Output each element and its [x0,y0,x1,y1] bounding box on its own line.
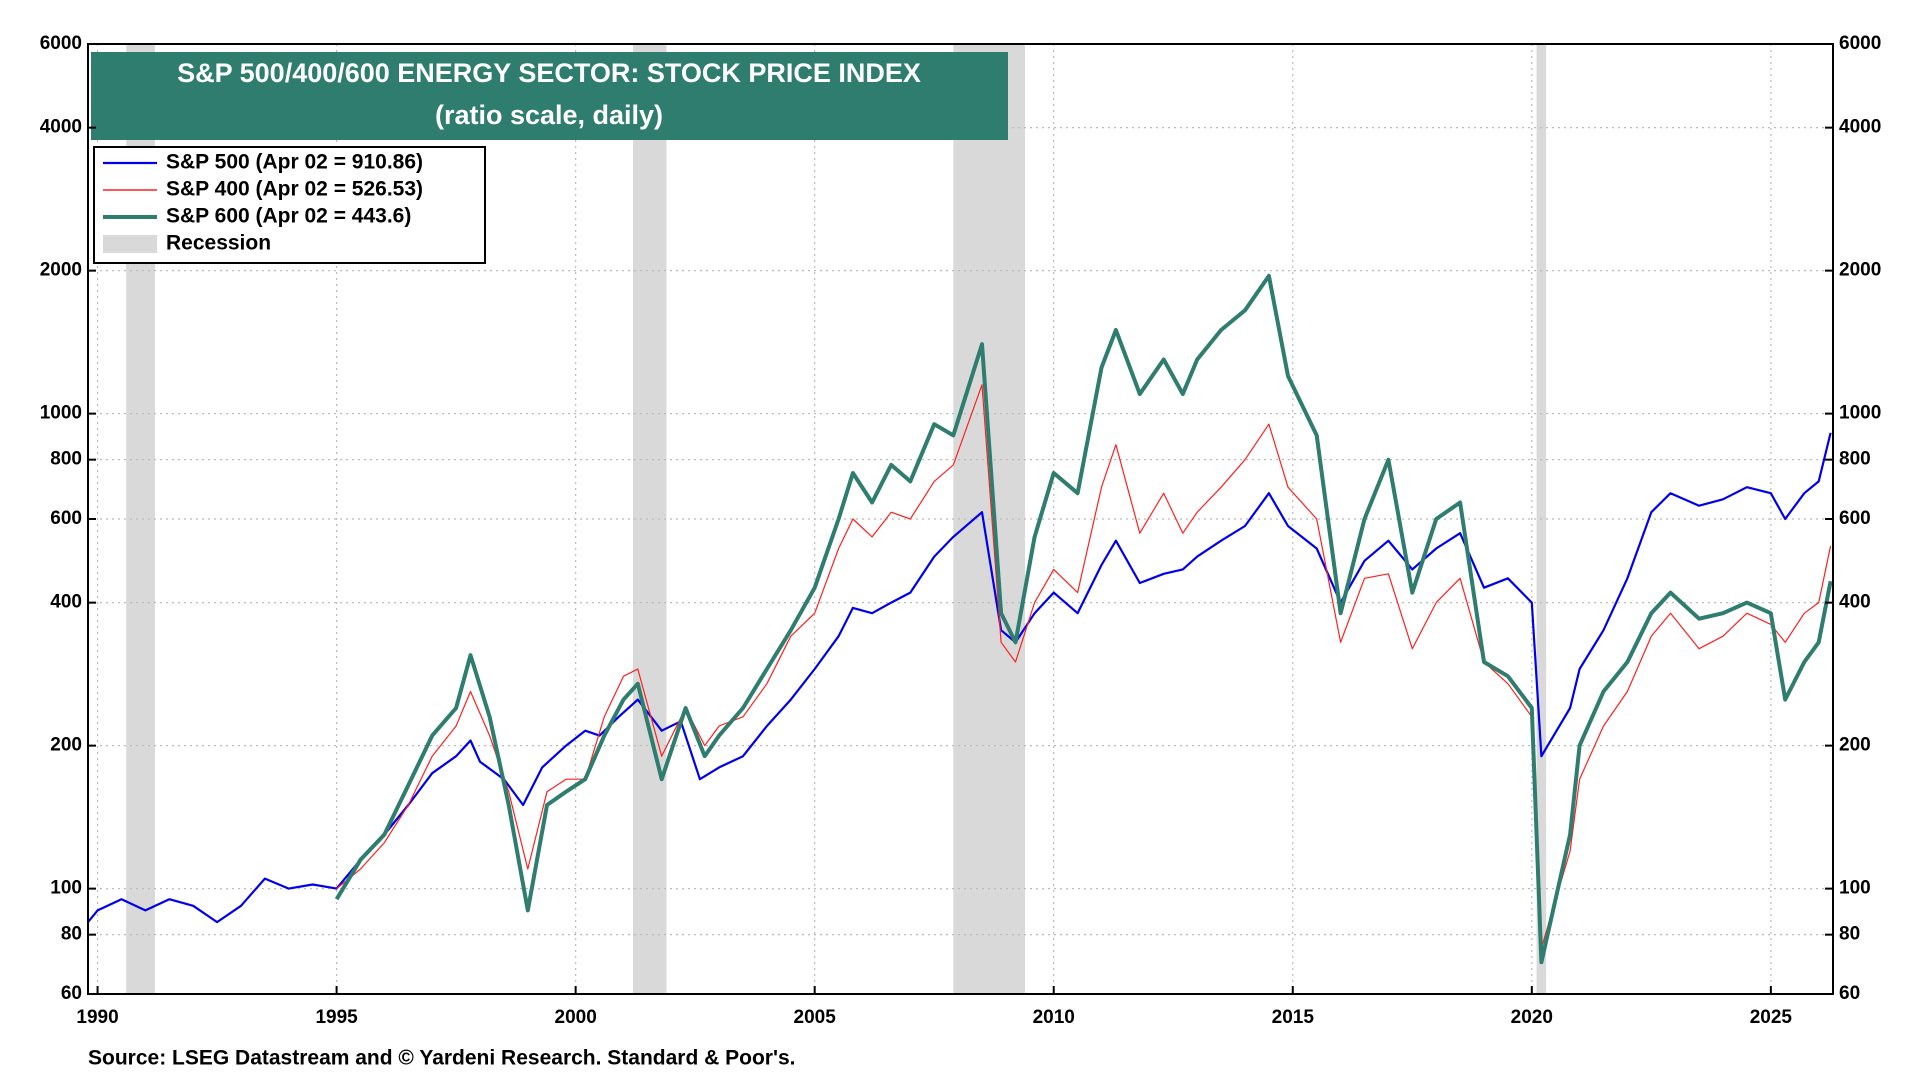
y2-tick-label: 800 [1839,449,1871,470]
y-tick-label: 60 [61,983,82,1004]
x-tick-label: 2005 [794,1007,837,1028]
x-tick-label: 2015 [1272,1007,1315,1028]
y-tick-label: 100 [50,878,82,899]
title-box [91,52,1008,140]
x-tick-label: 2000 [555,1007,597,1028]
y2-tick-label: 400 [1839,592,1871,613]
legend-label: S&P 500 (Apr 02 = 910.86) [166,151,423,174]
chart-subtitle: (ratio scale, daily) [435,100,663,130]
x-tick-label: 1990 [76,1007,118,1028]
legend: S&P 500 (Apr 02 = 910.86) S&P 400 (Apr 02… [93,146,486,264]
y2-tick-label: 2000 [1839,260,1881,281]
y-tick-label: 2000 [40,260,82,281]
y-tick-label: 1000 [40,403,82,424]
series-line [87,432,1832,924]
y2-tick-label: 1000 [1839,403,1881,424]
y-tick-label: 600 [50,508,82,529]
y2-tick-label: 600 [1839,508,1871,529]
y-tick-label: 80 [61,924,82,945]
y-tick-label: 400 [50,592,82,613]
y2-tick-label: 6000 [1839,33,1881,54]
y-tick-label: 6000 [40,33,82,54]
x-tick-label: 2020 [1511,1007,1553,1028]
x-tick-label: 1995 [315,1007,358,1028]
y2-tick-label: 60 [1839,983,1860,1004]
recession-band [633,44,667,994]
y2-tick-label: 200 [1839,735,1871,756]
source-note: Source: LSEG Datastream and © Yardeni Re… [88,1047,795,1070]
y-tick-label: 200 [50,735,82,756]
series-line [334,273,1833,965]
legend-box [93,146,486,264]
y2-tick-label: 100 [1839,878,1871,899]
legend-label: S&P 400 (Apr 02 = 526.53) [166,178,423,201]
y-tick-label: 800 [50,449,82,470]
chart-title: S&P 500/400/600 ENERGY SECTOR: STOCK PRI… [177,58,921,88]
legend-label: S&P 600 (Apr 02 = 443.6) [166,205,411,228]
legend-swatch [103,235,157,253]
x-tick-label: 2010 [1033,1007,1075,1028]
y2-tick-label: 4000 [1839,117,1881,138]
x-tick-label: 2025 [1750,1007,1793,1028]
legend-label: Recession [166,232,271,255]
y-tick-label: 4000 [40,117,82,138]
y2-tick-label: 80 [1839,924,1860,945]
